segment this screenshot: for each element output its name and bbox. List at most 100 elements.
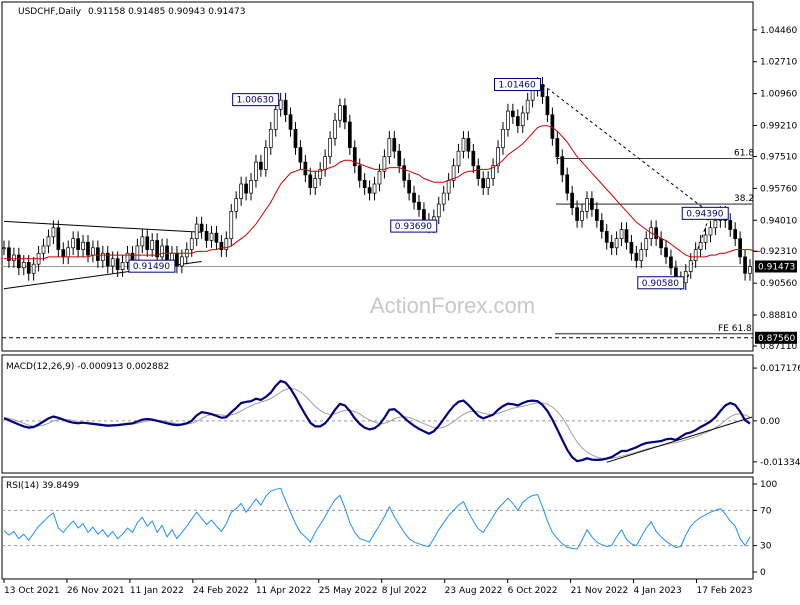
price-bar-body <box>288 114 293 130</box>
swing-label: 0.94390 <box>686 209 723 219</box>
price-bar-body <box>580 210 584 221</box>
price-bar-body <box>115 258 120 270</box>
current-price-tag <box>755 260 797 273</box>
price-bar-body <box>461 138 466 152</box>
price-bar-body <box>599 220 604 232</box>
price-bar-body <box>451 165 456 181</box>
price-bar-body <box>234 198 239 212</box>
price-bar-body <box>703 234 708 243</box>
price-y-tick-label: 0.99210 <box>760 122 797 132</box>
price-bar-body <box>303 161 308 176</box>
rsi-y-tick-label: 0 <box>760 568 766 578</box>
price-bar-body <box>120 262 125 270</box>
swing-label-box <box>494 78 542 92</box>
price-bar-body <box>328 138 332 158</box>
triangle-upper-line <box>3 220 202 233</box>
current-price-tag-label: 0.91473 <box>758 262 795 272</box>
price-bar-body <box>659 238 663 249</box>
x-tick-label: 6 Oct 2022 <box>508 586 558 596</box>
rsi-header: RSI(14) 39.8499 <box>6 481 79 491</box>
price-bar-body <box>481 178 486 188</box>
price-bar-body <box>91 247 95 256</box>
price-bar-body <box>555 138 560 158</box>
price-bar-body <box>229 210 234 240</box>
price-bar-body <box>160 245 164 258</box>
price-bar-body <box>441 192 446 205</box>
price-bar-body <box>273 108 278 130</box>
price-bar-body <box>387 138 392 158</box>
price-bar-body <box>7 247 11 261</box>
price-y-tick-label: 0.87110 <box>760 342 797 352</box>
price-bar-body <box>278 99 283 110</box>
macd-signal-line <box>3 387 751 460</box>
price-bar-body <box>249 180 253 194</box>
x-tick-label: 11 Apr 2022 <box>256 586 312 596</box>
swing-label: 0.91490 <box>133 262 170 272</box>
x-tick-label: 11 Jan 2022 <box>130 586 184 596</box>
price-bar-body <box>239 183 243 199</box>
price-bar-body <box>333 119 337 139</box>
price-bar-body <box>372 183 377 194</box>
x-tick-label: 26 Nov 2021 <box>67 586 125 596</box>
price-bar-body <box>362 180 367 188</box>
price-bar-body <box>140 236 145 247</box>
price-bar-body <box>664 247 668 258</box>
price-bar-body <box>397 150 402 167</box>
x-tick-label: 4 Jan 2023 <box>634 586 682 596</box>
price-y-tick-label: 0.97510 <box>760 152 797 162</box>
price-bar-body <box>624 229 629 243</box>
swing-label-box <box>637 276 685 290</box>
price-bar-body <box>698 241 703 250</box>
price-bar-body <box>308 174 313 188</box>
price-bar-body <box>125 252 130 263</box>
price-bar-body <box>604 231 609 243</box>
swing-label-box <box>128 259 176 273</box>
price-bar-body <box>560 156 565 176</box>
swing-label-box <box>390 219 438 233</box>
price-bar-body <box>743 256 747 274</box>
price-bar-body <box>66 247 71 258</box>
price-bar-body <box>688 260 693 272</box>
price-bar-body <box>352 147 357 167</box>
price-bar-body <box>644 238 649 250</box>
price-bar-body <box>456 150 461 167</box>
price-bar-body <box>56 227 61 250</box>
price-bar-body <box>594 209 599 221</box>
price-bar-body <box>96 247 100 261</box>
swing-label: 1.01460 <box>499 81 536 91</box>
price-header-symbol: USDCHF,Daily <box>18 7 82 17</box>
price-bar-body <box>343 105 347 123</box>
price-bar-body <box>407 180 411 194</box>
price-y-tick-label: 1.04460 <box>760 26 797 36</box>
price-bar-body <box>525 99 530 114</box>
macd-y-tick-label: 0.00 <box>760 417 780 427</box>
price-bar-body <box>683 271 688 284</box>
moving-average-line <box>4 125 760 260</box>
price-bar-body <box>194 223 199 240</box>
price-bar-body <box>540 84 545 97</box>
price-bar-body <box>86 241 90 256</box>
price-bar-body <box>189 238 194 250</box>
price-bar-body <box>570 192 574 209</box>
price-bar-body <box>318 169 323 179</box>
x-tick-label: 17 Feb 2023 <box>696 586 752 596</box>
rsi-y-tick-label: 30 <box>760 542 772 552</box>
macd-trend-line <box>606 416 753 463</box>
price-bar-body <box>629 241 634 254</box>
price-bar-body <box>402 165 407 181</box>
rsi-line <box>3 487 751 550</box>
price-bar-body <box>590 198 594 210</box>
target-price-tag <box>755 331 797 344</box>
price-bar-body <box>436 203 441 218</box>
price-bar-body <box>283 99 288 116</box>
macd-y-tick-label: 0.017176 <box>760 364 800 374</box>
price-bar-body <box>71 238 76 249</box>
price-bar-body <box>614 238 619 249</box>
x-tick-label: 8 Jul 2022 <box>382 586 427 596</box>
price-bar-body <box>76 238 80 250</box>
price-bar-body <box>199 223 204 232</box>
fib-level-label: 38.2 <box>734 194 754 204</box>
price-panel-frame <box>1 1 754 352</box>
rsi-y-tick-label: 70 <box>760 506 772 516</box>
